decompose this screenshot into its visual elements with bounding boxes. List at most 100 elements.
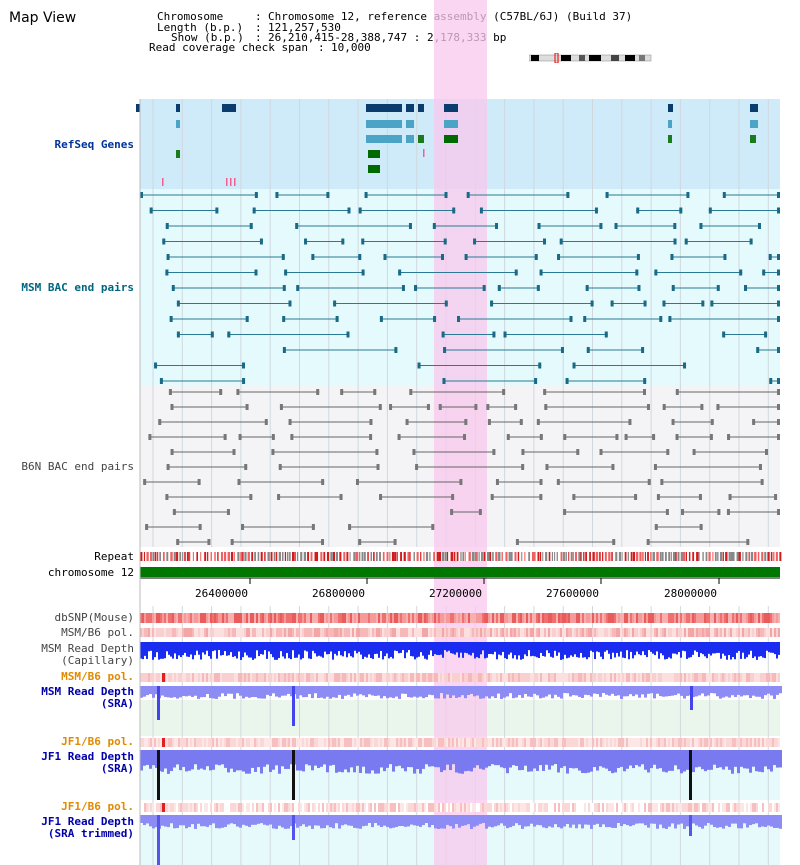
snp-stripe: [640, 803, 642, 812]
snp-stripe: [586, 613, 588, 623]
snp-stripe: [330, 738, 332, 747]
snp-stripe: [766, 628, 768, 637]
snp-stripe: [210, 628, 212, 637]
track-label-msm-depth-sra[interactable]: MSM Read Depth (SRA): [41, 686, 134, 710]
snp-stripe: [732, 738, 734, 747]
snp-stripe: [590, 613, 592, 623]
snp-stripe: [518, 628, 520, 637]
snp-stripe: [340, 628, 342, 637]
snp-stripe: [160, 803, 162, 812]
b6n-bac-end: [709, 434, 713, 440]
depth-bar: [140, 642, 142, 659]
snp-stripe: [328, 738, 330, 747]
snp-stripe: [434, 613, 436, 623]
depth-bar: [272, 642, 274, 658]
snp-stripe: [338, 738, 340, 747]
snp-stripe: [444, 803, 446, 812]
depth-bar: [542, 750, 545, 771]
track-label-msm-b6-pol-2[interactable]: MSM/B6 pol.: [61, 671, 134, 683]
track-label-msm-bac[interactable]: MSM BAC end pairs: [21, 282, 134, 294]
track-label-jf1-b6-pol-1[interactable]: JF1/B6 pol.: [61, 736, 134, 748]
depth-bar: [692, 750, 695, 773]
depth-bar: [659, 686, 662, 697]
snp-stripe: [662, 738, 664, 747]
snp-stripe: [252, 628, 254, 637]
depth-bar: [545, 815, 548, 829]
snp-stripe: [496, 628, 498, 637]
snp-stripe: [732, 673, 734, 682]
snp-stripe: [566, 673, 568, 682]
axis-tick-label: 27200000: [429, 587, 482, 600]
track-label-jf1-depth-trimmed[interactable]: JF1 Read Depth (SRA trimmed): [41, 816, 134, 840]
snp-stripe: [386, 673, 388, 682]
b6n-bac-end: [514, 404, 518, 410]
axis-tick-label: 28000000: [664, 587, 717, 600]
snp-stripe: [616, 613, 618, 623]
depth-bar: [332, 642, 334, 660]
b6n-bac-end: [495, 479, 499, 485]
msm-bac-end: [590, 300, 594, 307]
snp-stripe: [336, 738, 338, 747]
snp-stripe: [422, 613, 424, 623]
depth-bar: [742, 642, 744, 653]
repeat-mark: [615, 552, 618, 561]
snp-stripe: [746, 803, 748, 812]
track-label-refseq[interactable]: RefSeq Genes: [55, 139, 134, 151]
repeat-mark: [441, 552, 445, 561]
depth-bar: [749, 686, 752, 699]
depth-bar: [680, 750, 683, 774]
depth-bar: [342, 642, 344, 657]
depth-bar: [239, 815, 242, 828]
depth-bar: [320, 815, 323, 829]
depth-bar: [344, 642, 346, 652]
repeat-mark: [779, 552, 782, 561]
snp-stripe: [366, 738, 368, 747]
refseq-mark: [423, 149, 425, 157]
snp-stripe: [744, 738, 746, 747]
msm-bac-end: [594, 207, 598, 214]
depth-bar: [410, 815, 413, 825]
snp-stripe: [584, 673, 586, 682]
depth-bar: [521, 686, 524, 698]
repeat-mark: [521, 552, 523, 561]
refseq-gene: [444, 120, 458, 128]
track-label-jf1-depth-sra[interactable]: JF1 Read Depth (SRA): [41, 751, 134, 775]
depth-bar: [653, 750, 656, 765]
refseq-gene: [444, 135, 458, 143]
snp-stripe: [632, 738, 634, 747]
refseq-mark: [234, 178, 236, 186]
snp-stripe: [554, 613, 556, 623]
snp-stripe: [488, 803, 490, 812]
snp-stripe: [506, 738, 508, 747]
snp-stripe: [298, 673, 300, 682]
depth-bar: [170, 750, 173, 772]
chromosome-ideogram[interactable]: [529, 53, 653, 63]
snp-stripe: [250, 673, 252, 682]
depth-bar: [524, 815, 527, 827]
track-label-jf1-b6-pol-2[interactable]: JF1/B6 pol.: [61, 801, 134, 813]
track-label-b6n-bac[interactable]: B6N BAC end pairs: [21, 461, 134, 473]
snp-stripe: [728, 738, 730, 747]
depth-bar: [242, 642, 244, 658]
track-label-dbsnp[interactable]: dbSNP(Mouse): [55, 612, 134, 624]
depth-bar: [395, 815, 398, 828]
depth-bar: [514, 642, 516, 656]
depth-bar: [479, 815, 482, 824]
snp-stripe: [256, 803, 258, 812]
snp-stripe: [750, 628, 752, 637]
snp-stripe: [324, 673, 326, 682]
depth-bar: [496, 642, 498, 660]
depth-bar: [212, 815, 215, 824]
snp-stripe: [664, 738, 666, 747]
snp-stripe: [244, 738, 246, 747]
snp-stripe: [468, 628, 470, 637]
depth-bar: [680, 686, 683, 696]
track-label-msm-depth-capillary[interactable]: MSM Read Depth (Capillary): [41, 643, 134, 667]
snp-stripe: [226, 613, 228, 623]
track-label-msm-b6-pol-1[interactable]: MSM/B6 pol.: [61, 627, 134, 639]
snp-stripe: [210, 803, 212, 812]
snp-stripe: [382, 673, 384, 682]
snp-stripe: [572, 803, 574, 812]
depth-bar: [203, 750, 206, 770]
